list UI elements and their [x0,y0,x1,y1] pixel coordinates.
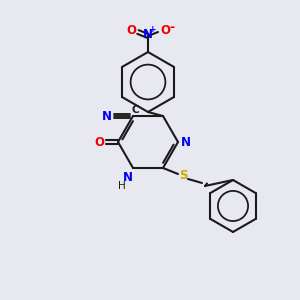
Text: N: N [181,136,191,148]
Text: +: + [149,25,157,34]
Text: N: N [123,172,133,184]
Text: C: C [131,105,139,115]
Text: O: O [94,136,104,148]
Text: -: - [169,20,175,34]
Text: O: O [126,23,136,37]
Text: H: H [118,181,126,191]
Text: S: S [179,169,187,182]
Text: O: O [160,23,170,37]
Text: N: N [143,28,153,41]
Text: N: N [102,110,112,122]
